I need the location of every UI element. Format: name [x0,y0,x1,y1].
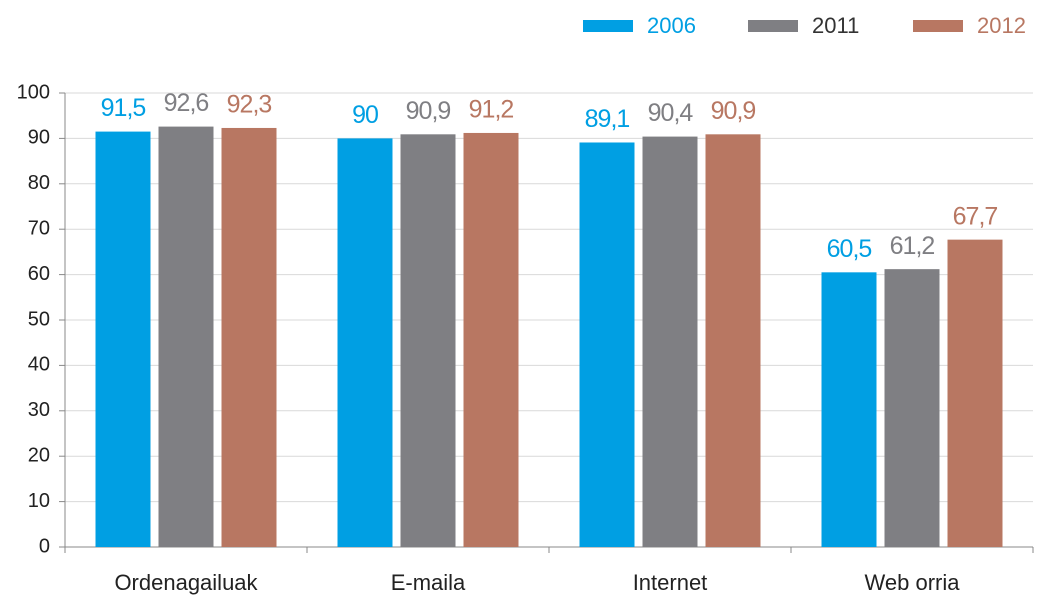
bar [95,131,151,547]
y-tick-label: 100 [17,81,50,103]
data-label: 90,4 [648,99,694,127]
bar [337,138,393,547]
y-tick-label: 10 [28,490,50,512]
data-label: 67,7 [953,202,998,230]
legend-label: 2011 [812,13,859,38]
x-tick-label: Web orria [865,570,961,595]
data-label: 90,9 [406,97,451,125]
y-tick-label: 60 [28,263,50,285]
legend-label: 2012 [977,13,1026,38]
bar [884,269,940,547]
data-label: 60,5 [827,235,872,263]
bar [642,136,698,548]
legend-label: 2006 [647,13,696,38]
legend-swatch [913,20,963,32]
y-tick-label: 50 [28,308,50,330]
data-label: 61,2 [890,232,935,260]
x-tick-label: Ordenagailuak [114,570,258,595]
legend-swatch [748,20,798,32]
bar [400,134,456,547]
data-label: 91,2 [469,96,514,124]
y-tick-label: 20 [28,444,50,466]
bar [821,272,877,547]
data-label: 92,3 [227,91,272,119]
bar [947,239,1003,547]
y-tick-label: 80 [28,172,50,194]
y-tick-label: 90 [28,127,50,149]
y-tick-label: 0 [39,535,50,557]
x-tick-label: Internet [633,570,708,595]
bar [463,132,519,547]
bar [221,127,277,547]
x-tick-label: E-maila [391,570,466,595]
data-label: 92,6 [164,89,209,117]
data-label: 89,1 [585,105,630,133]
y-tick-label: 70 [28,217,50,239]
bar [158,126,214,547]
data-label: 91,5 [101,94,146,122]
y-tick-label: 40 [28,354,50,376]
bar [579,142,635,547]
bar [705,134,761,547]
legend-swatch [583,20,633,32]
data-label: 90 [352,101,378,129]
y-tick-label: 30 [28,399,50,421]
data-label: 90,9 [711,97,756,125]
